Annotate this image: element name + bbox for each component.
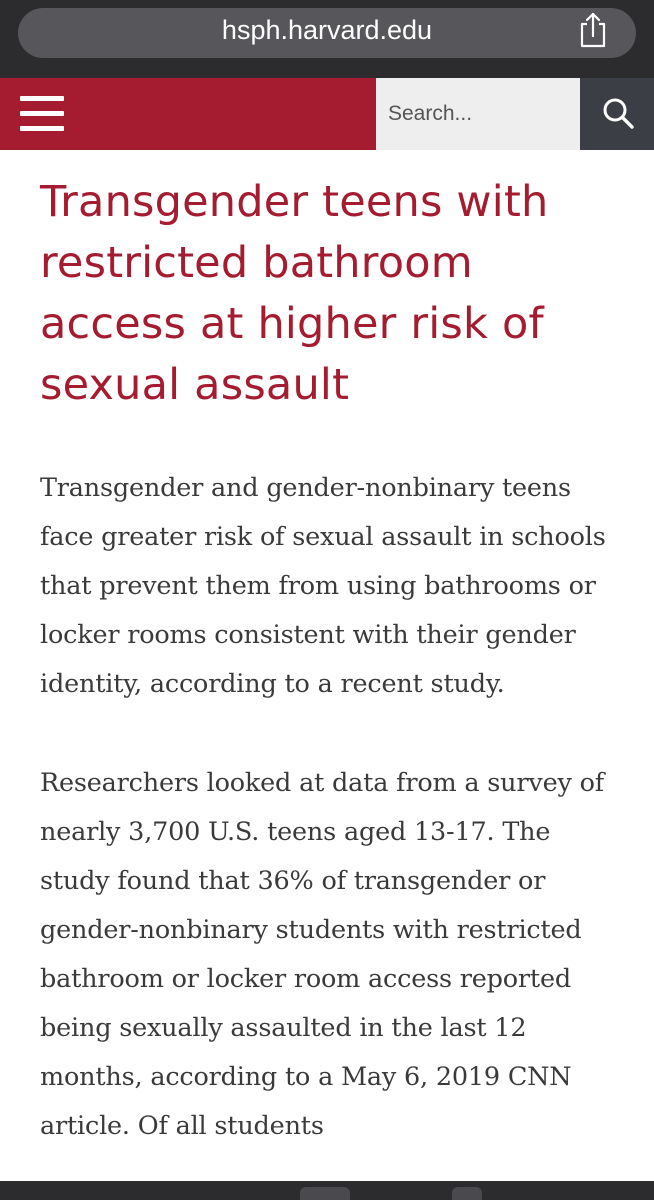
article-paragraph: Transgender and gender-nonbinary teens f…: [40, 473, 606, 699]
hamburger-menu-icon[interactable]: [20, 96, 64, 132]
url-text: hsph.harvard.edu: [221, 15, 433, 45]
article-title: Transgender teens with restricted bathro…: [40, 177, 549, 410]
url-field[interactable]: hsph.harvard.edu: [18, 8, 636, 58]
article-paragraph: Researchers looked at data from a survey…: [40, 768, 604, 1141]
toolbar-button-hint[interactable]: [452, 1187, 482, 1200]
browser-address-bar: hsph.harvard.edu: [0, 0, 654, 78]
search-button[interactable]: [580, 78, 654, 150]
toolbar-button-hint[interactable]: [300, 1187, 350, 1200]
share-icon[interactable]: [578, 12, 608, 48]
magnifier-icon: [603, 98, 634, 129]
article: Transgender teens with restricted bathro…: [40, 172, 620, 1151]
browser-bottom-toolbar: [0, 1181, 654, 1200]
search-input[interactable]: [376, 78, 580, 150]
